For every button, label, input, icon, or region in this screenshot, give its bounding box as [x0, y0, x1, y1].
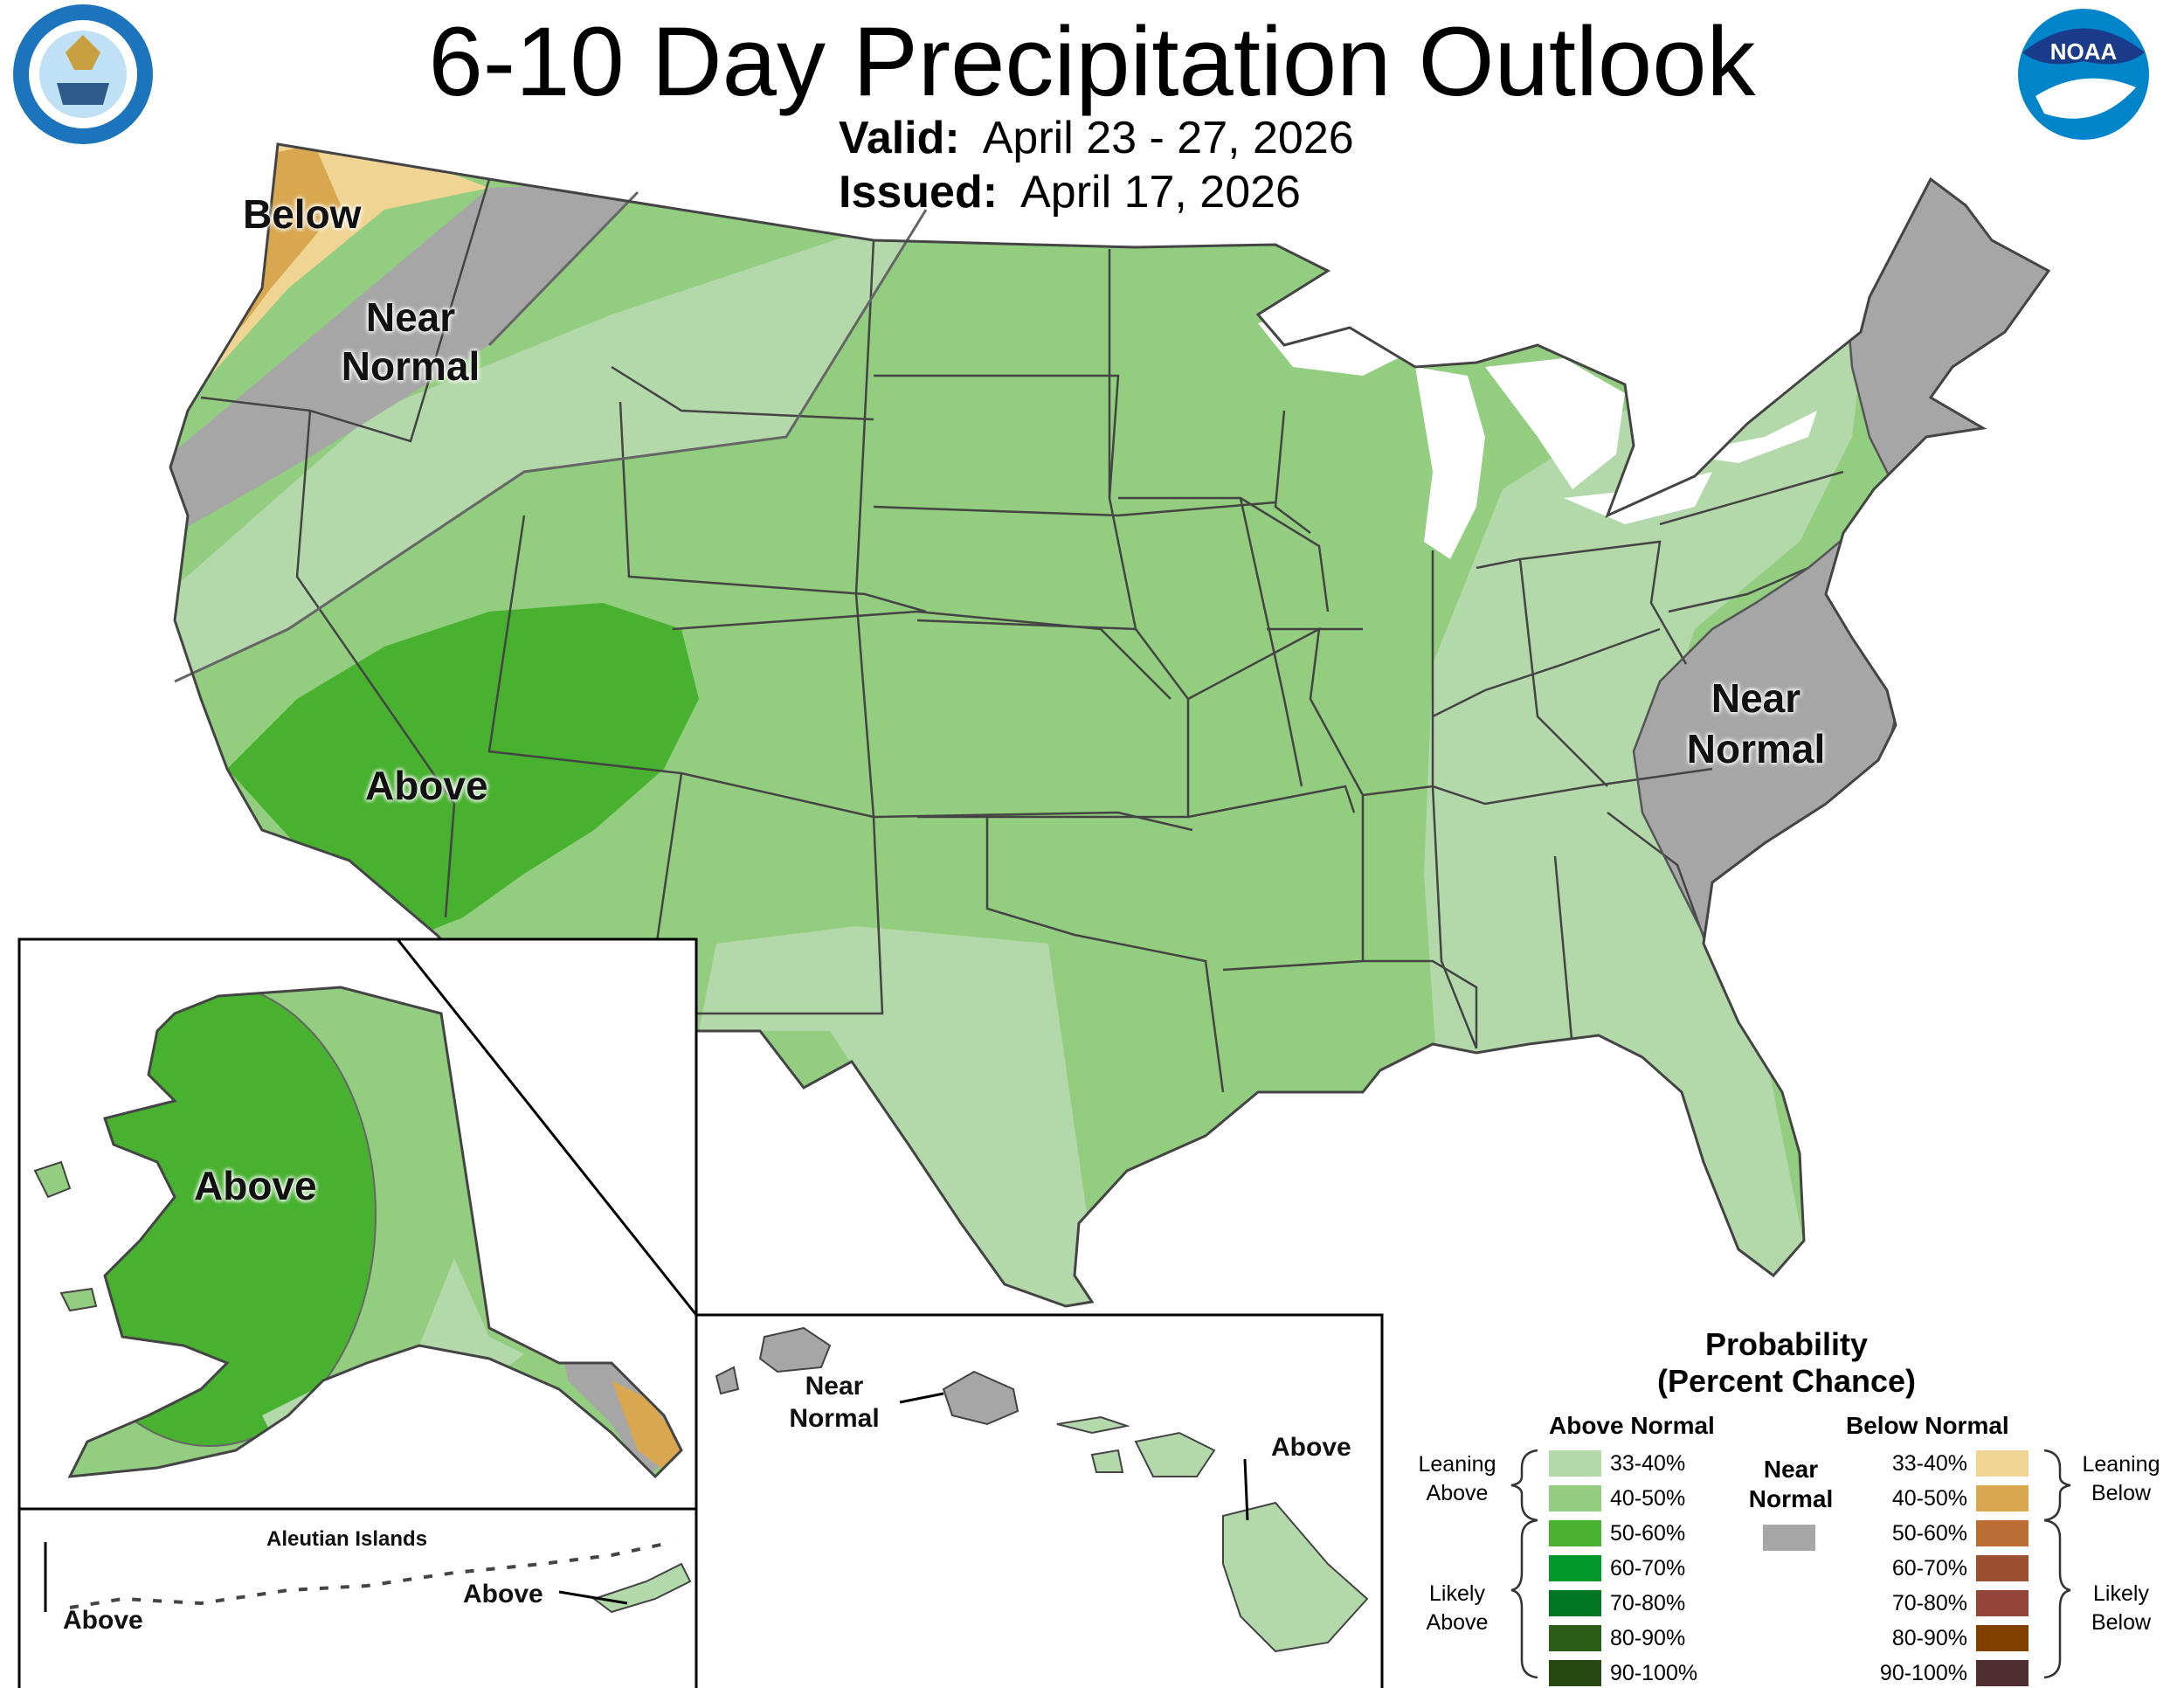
legend-below-swatch [1976, 1555, 2028, 1581]
legend-title-percent: (Percent Chance) [1656, 1363, 1917, 1399]
hawaii-leader-line-east [1243, 1458, 1249, 1521]
legend-below-range: 40-50% [1891, 1486, 1967, 1511]
aleutian-island-chain [69, 1540, 674, 1609]
alaska-outline [67, 986, 683, 1479]
department-of-commerce-seal [13, 4, 153, 144]
legend-likely-below: Likely Below [2091, 1581, 2152, 1635]
region-label-near-normal-east: Near Normal [1686, 675, 1826, 771]
aleutian-leader-line-east [558, 1590, 628, 1605]
hawaii-leader-line-west [899, 1392, 944, 1404]
aleutian-inset-frame [17, 1507, 698, 1688]
region-label-above-alaska: Above [194, 1163, 317, 1208]
aleutian-title: Aleutian Islands [266, 1527, 428, 1551]
region-label-above-aleutian-east: Above [463, 1580, 543, 1608]
legend-above-range: 40-50% [1610, 1486, 1686, 1511]
niihau-island [715, 1366, 740, 1395]
legend-above-swatch [1549, 1625, 1601, 1651]
legend-near-normal-swatch [1763, 1525, 1815, 1551]
legend-above-swatch [1549, 1590, 1601, 1616]
kauai-island [758, 1326, 832, 1373]
legend-below-range: 33-40% [1891, 1451, 1967, 1476]
legend-below-swatch [1976, 1590, 2028, 1616]
legend-below-range: 50-60% [1891, 1521, 1967, 1546]
legend-above-range: 80-90% [1610, 1626, 1686, 1650]
legend-below-header: Below Normal [1846, 1412, 2009, 1439]
legend-above-swatch [1549, 1520, 1601, 1546]
region-label-below: Below [243, 191, 362, 237]
region-label-above-sw: Above [365, 763, 488, 808]
region-label-near-normal-hawaii: Near Normal [789, 1372, 880, 1433]
legend-above-swatch [1549, 1485, 1601, 1512]
legend-above-range: 70-80% [1610, 1591, 1686, 1615]
legend-below-swatch [1976, 1660, 2028, 1686]
molokai-island [1056, 1415, 1130, 1435]
issued-line: Issued: April 17, 2026 [839, 166, 1301, 218]
region-label-near-normal-nw: Near Normal [341, 294, 480, 389]
valid-value: April 23 - 27, 2026 [982, 113, 1354, 163]
oahu-island [942, 1370, 1019, 1426]
legend-below-range: 80-90% [1891, 1626, 1967, 1650]
svg-text:NOAA: NOAA [2050, 38, 2118, 65]
legend-near-normal-label: Near Normal [1748, 1456, 1834, 1512]
legend-above-swatch [1549, 1450, 1601, 1477]
valid-line: Valid: April 23 - 27, 2026 [839, 112, 1354, 164]
big-island [1222, 1501, 1369, 1653]
region-label-above-hawaii: Above [1271, 1433, 1351, 1462]
maui-island [1134, 1431, 1216, 1477]
aleutian-island [591, 1562, 692, 1614]
legend-above-range: 90-100% [1610, 1661, 1698, 1685]
legend-leaning-below: Leaning Below [2082, 1452, 2160, 1505]
valid-label: Valid: [839, 113, 960, 163]
alaska-leader-line [396, 938, 698, 1316]
map-title: 6-10 Day Precipitation Outlook [428, 7, 1756, 116]
legend-above-range: 60-70% [1610, 1556, 1686, 1581]
legend-below-swatch [1976, 1520, 2028, 1546]
legend-above-swatch [1549, 1555, 1601, 1581]
region-label-above-aleutian-west: Above [63, 1606, 143, 1635]
state-boundaries [200, 178, 1844, 1093]
issued-value: April 17, 2026 [1020, 167, 1301, 218]
legend-leaning-above: Leaning Above [1418, 1452, 1496, 1505]
legend-above-range: 50-60% [1610, 1521, 1686, 1546]
legend-below-swatch [1976, 1485, 2028, 1512]
legend-below-swatch [1976, 1450, 2028, 1477]
lanai-island [1090, 1449, 1124, 1473]
legend-likely-above: Likely Above [1426, 1581, 1489, 1635]
legend-below-range: 70-80% [1891, 1591, 1967, 1615]
legend-below-range: 90-100% [1879, 1661, 1967, 1685]
issued-label: Issued: [839, 167, 999, 218]
legend-above-swatch [1549, 1660, 1601, 1686]
noaa-logo: NOAA [2018, 9, 2149, 140]
probability-contours [174, 190, 928, 683]
legend-below-range: 60-70% [1891, 1556, 1967, 1581]
legend-above-header: Above Normal [1549, 1412, 1715, 1439]
legend-below-swatch [1976, 1625, 2028, 1651]
alaska-island [59, 1287, 98, 1312]
legend-above-range: 33-40% [1610, 1451, 1686, 1476]
legend-title-probability: Probability [1704, 1326, 1869, 1362]
alaska-island [33, 1160, 72, 1199]
